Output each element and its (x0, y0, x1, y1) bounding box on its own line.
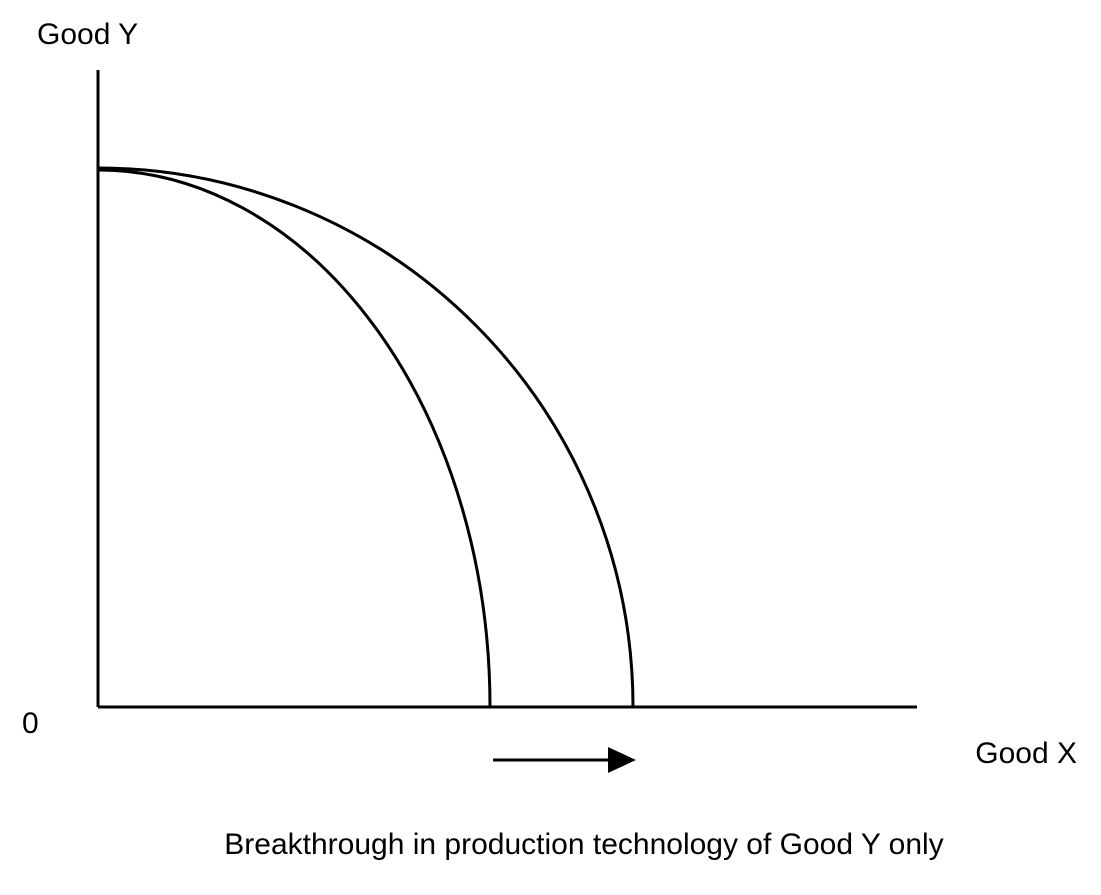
shifted-ppf (97, 166, 635, 708)
x-axis-label: Good X (975, 737, 1077, 770)
caption: Breakthrough in production technology of… (224, 828, 943, 861)
y-axis-label: Good Y (37, 18, 138, 51)
origin-label: 0 (22, 707, 39, 740)
original-ppf (97, 168, 492, 708)
shift-arrow-head (608, 747, 636, 773)
